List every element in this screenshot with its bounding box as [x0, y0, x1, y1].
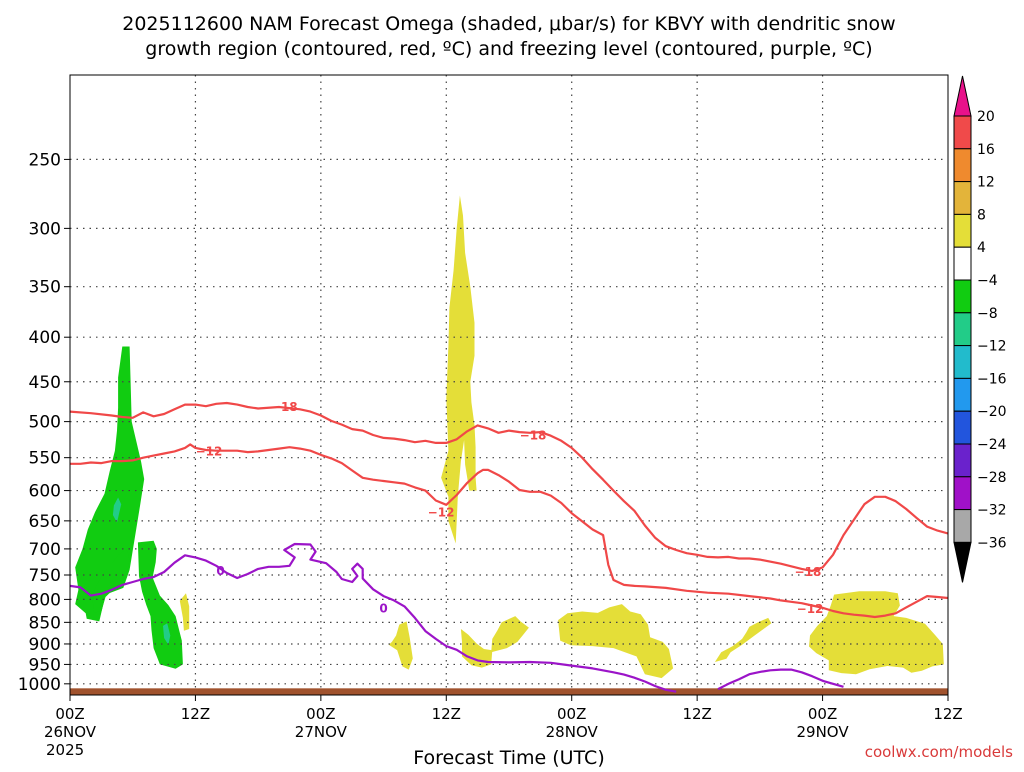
x-tick-label: 00Z	[808, 705, 837, 723]
y-tick-label: 950	[29, 655, 61, 675]
x-tick-label: 27NOV	[295, 723, 348, 741]
contour-line	[70, 401, 948, 573]
y-tick-label: 600	[29, 482, 61, 502]
colorbar: 20 16 12 8 4 −4 −8 −12 −16 −20 −24 −28 −32 −36	[953, 75, 1007, 583]
colorbar-swatch	[953, 181, 972, 215]
colorbar-swatch	[953, 377, 972, 412]
colorbar-swatch	[953, 148, 972, 183]
omega-region	[491, 616, 529, 653]
contour-label: −18	[520, 428, 547, 442]
x-tick-label: 12Z	[933, 705, 962, 723]
x-tick-label: 12Z	[181, 705, 210, 723]
plot-area: −18 −12 −12 −18 −18 −12 0 0 250 300 350 400 450 500 55…	[18, 74, 963, 759]
omega-region	[714, 617, 772, 662]
contour-label: 0	[379, 601, 387, 615]
plot-frame	[69, 74, 949, 696]
y-tick-label: 450	[29, 373, 61, 393]
colorbar-swatch	[953, 476, 972, 511]
contour-line	[717, 668, 844, 691]
colorbar-label: −36	[977, 535, 1007, 551]
omega-region	[137, 540, 183, 669]
contour-labels: −18 −12 −12 −18 −18 −12 0 0	[196, 400, 824, 616]
colorbar-label: −8	[977, 306, 998, 322]
omega-region	[112, 497, 122, 523]
contour-label: −12	[196, 445, 223, 459]
omega-region	[558, 604, 674, 679]
x-tick-label: 00Z	[557, 705, 586, 723]
y-axis: 2503003504004505005506006507007508008509…	[18, 150, 70, 695]
x-tick-label: 29NOV	[797, 723, 850, 741]
colorbar-swatch	[953, 246, 972, 281]
x-tick-label: 26NOV	[44, 723, 97, 741]
colorbar-label: −24	[977, 437, 1007, 453]
y-tick-label: 1000	[18, 675, 61, 695]
colorbar-label: −32	[977, 503, 1007, 519]
y-tick-label: 350	[29, 278, 61, 298]
contour-label: −12	[797, 602, 824, 616]
y-tick-label: 500	[29, 413, 61, 433]
y-tick-label: 300	[29, 219, 61, 239]
contour-line	[70, 542, 677, 693]
omega-region	[388, 621, 413, 670]
x-tick-label: 00Z	[55, 705, 84, 723]
y-tick-label: 400	[29, 328, 61, 348]
y-tick-label: 700	[29, 540, 61, 560]
colorbar-swatch	[953, 443, 972, 478]
y-tick-label: 850	[29, 613, 61, 633]
omega-region	[92, 548, 130, 613]
x-tick-label: 00Z	[306, 705, 335, 723]
y-tick-label: 250	[29, 150, 61, 170]
omega-region	[179, 593, 190, 631]
colorbar-label: −16	[977, 371, 1007, 387]
omega-region	[163, 623, 171, 645]
colorbar-label: 12	[977, 175, 995, 191]
y-tick-label: 800	[29, 590, 61, 610]
x-axis-label: Forecast Time (UTC)	[413, 747, 604, 768]
terrain-fill	[70, 688, 948, 695]
colorbar-swatch	[953, 279, 972, 314]
colorbar-swatch	[953, 115, 972, 150]
contour-label: −18	[795, 565, 822, 579]
contour-lines	[70, 401, 948, 693]
colorbar-label: 20	[977, 109, 995, 125]
x-tick-label: 12Z	[432, 705, 461, 723]
colorbar-label: −28	[977, 470, 1007, 486]
colorbar-label: −20	[977, 404, 1007, 420]
colorbar-label: 8	[977, 207, 986, 223]
chart-title-line1: 2025112600 NAM Forecast Omega (shaded, μ…	[122, 13, 895, 35]
x-tick-label: 2025	[46, 741, 84, 759]
y-tick-label: 550	[29, 449, 61, 469]
omega-region	[441, 195, 477, 544]
colorbar-swatch	[953, 312, 972, 347]
colorbar-swatch	[953, 509, 972, 543]
credit-text: coolwx.com/models	[865, 743, 1013, 761]
y-tick-label: 750	[29, 566, 61, 586]
chart-title-line2: growth region (contoured, red, ºC) and f…	[145, 38, 872, 60]
contour-label: −12	[428, 505, 455, 519]
contour-label: −18	[271, 400, 298, 414]
colorbar-swatch	[953, 345, 972, 379]
colorbar-label: −4	[977, 273, 998, 289]
x-tick-label: 12Z	[682, 705, 711, 723]
contour-line	[70, 443, 948, 619]
colorbar-label: 4	[977, 240, 986, 256]
y-tick-label: 650	[29, 512, 61, 532]
colorbar-bottom-arrow	[953, 541, 972, 583]
colorbar-swatch	[953, 213, 972, 248]
contour-label: 0	[216, 564, 224, 578]
colorbar-label: −12	[977, 339, 1007, 355]
colorbar-label: 16	[977, 142, 995, 158]
colorbar-swatch	[953, 410, 972, 445]
y-tick-label: 900	[29, 635, 61, 655]
x-tick-label: 28NOV	[546, 723, 599, 741]
